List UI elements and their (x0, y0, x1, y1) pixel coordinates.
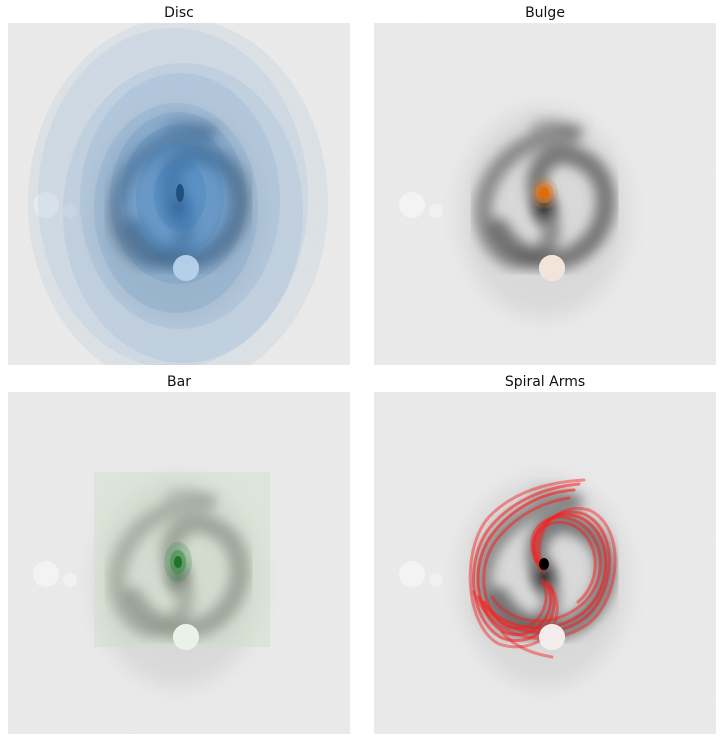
bar-galaxy-image (8, 392, 350, 734)
spiral-arms-galaxy-image (374, 392, 716, 734)
disc-galaxy-image (8, 23, 350, 365)
bar-marker (164, 542, 192, 582)
bulge-marker (530, 177, 558, 209)
panel-title-spiral-arms: Spiral Arms (504, 374, 586, 390)
bulge-galaxy-image (374, 23, 716, 365)
disc-panel (8, 23, 350, 365)
panel-title-bulge: Bulge (525, 5, 565, 21)
spiral-arms-panel (374, 392, 716, 734)
bulge-panel (374, 23, 716, 365)
bar-panel (8, 392, 350, 734)
panel-title-bar: Bar (167, 374, 191, 390)
spiral-arm-traces (468, 478, 617, 659)
panel-title-disc: Disc (164, 5, 194, 21)
